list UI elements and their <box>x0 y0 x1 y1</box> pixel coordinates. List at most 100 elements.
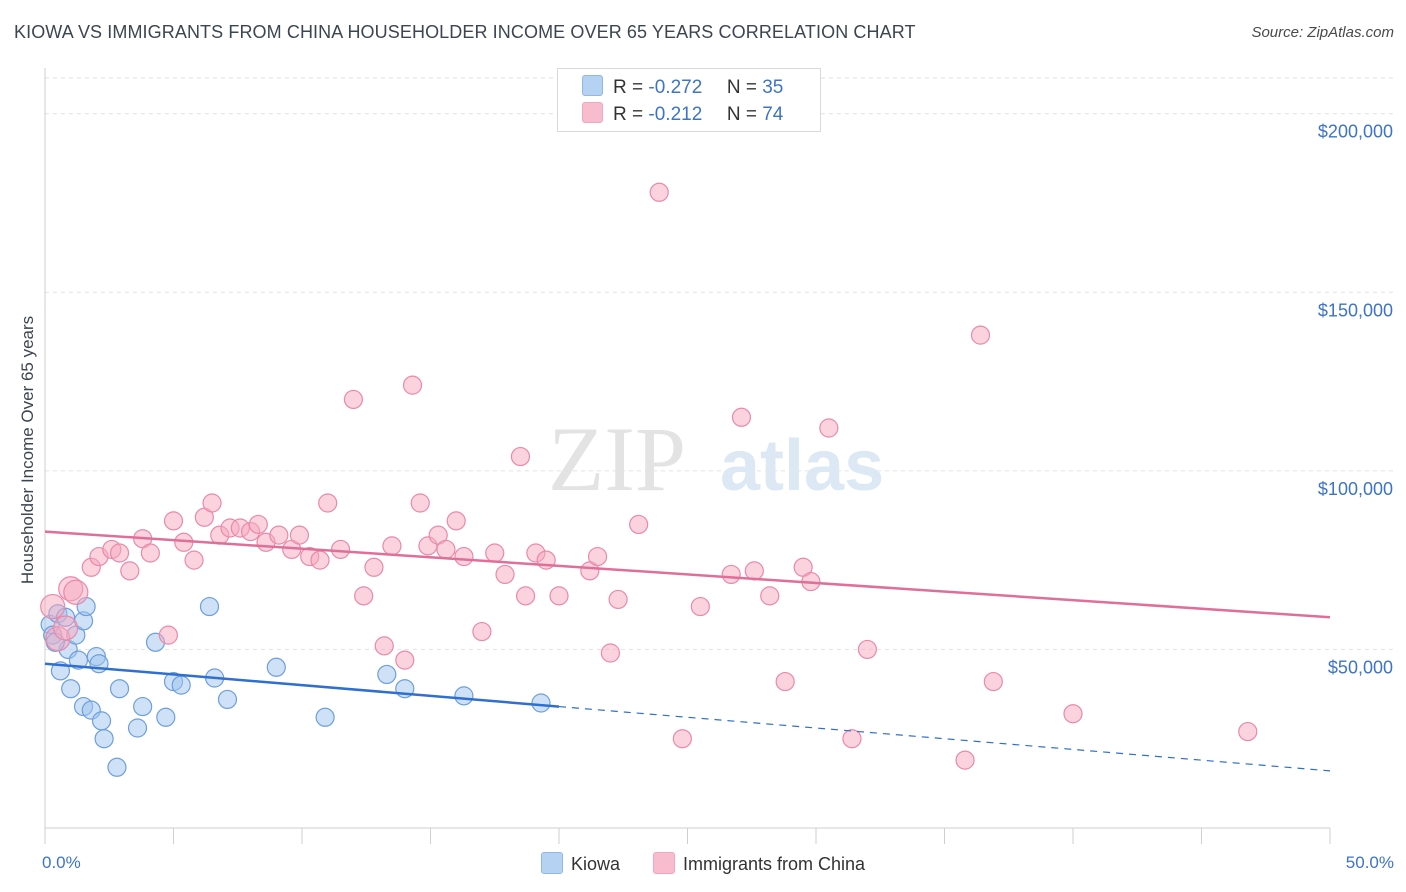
point-1-72 <box>983 671 1003 692</box>
n-value: 74 <box>762 104 784 125</box>
trendline-1 <box>44 530 1331 619</box>
legend-swatch <box>652 852 675 874</box>
point-1-48 <box>515 586 536 606</box>
watermark-zip: ZIP <box>548 408 686 510</box>
legend-item-china[interactable]: Immigrants from China <box>652 852 866 875</box>
point-1-38 <box>410 493 430 513</box>
point-1-73 <box>1063 704 1083 724</box>
y-tick-label: $100,000 <box>1318 479 1393 499</box>
point-1-33 <box>364 557 384 577</box>
r-label: R = <box>613 77 644 98</box>
chart-title: KIOWA VS IMMIGRANTS FROM CHINA HOUSEHOLD… <box>14 22 916 42</box>
point-1-8 <box>109 543 130 563</box>
point-1-24 <box>269 525 289 545</box>
source-label: Source: ZipAtlas.com <box>1251 24 1394 41</box>
point-1-53 <box>587 546 608 567</box>
point-0-22 <box>156 707 176 727</box>
watermark: ZIP atlas <box>548 408 884 510</box>
stats-legend-row-china: R = -0.212 N = 74 <box>582 102 783 126</box>
point-1-36 <box>395 650 415 670</box>
point-1-42 <box>446 511 466 531</box>
legend-item-kiowa[interactable]: Kiowa <box>540 852 620 875</box>
point-0-24 <box>171 675 191 695</box>
point-1-70 <box>955 750 975 770</box>
point-1-31 <box>343 389 363 410</box>
point-1-62 <box>744 561 764 581</box>
point-1-35 <box>382 536 402 556</box>
series-0 <box>40 596 551 777</box>
x-tick-max: 50.0% <box>1345 853 1394 872</box>
point-1-26 <box>289 525 310 545</box>
point-0-6 <box>61 679 81 699</box>
n-value: 35 <box>762 77 784 98</box>
point-1-54 <box>600 643 621 663</box>
y-tick-label: $150,000 <box>1318 300 1393 320</box>
point-0-30 <box>377 664 397 685</box>
point-1-13 <box>163 511 184 531</box>
point-1-44 <box>472 621 492 642</box>
point-0-8 <box>68 650 89 670</box>
point-0-27 <box>217 689 238 710</box>
point-1-46 <box>495 564 515 585</box>
legend-label: Kiowa <box>570 854 620 874</box>
point-1-43 <box>454 546 474 567</box>
point-0-20 <box>133 696 153 717</box>
legend-swatch <box>540 852 563 874</box>
point-1-22 <box>248 514 268 535</box>
point-1-17 <box>202 493 222 513</box>
point-0-25 <box>199 596 220 617</box>
point-1-60 <box>721 564 741 585</box>
point-1-55 <box>608 589 628 610</box>
point-1-57 <box>649 182 669 202</box>
y-axis-label: Householder Income Over 65 years <box>18 315 37 585</box>
point-1-63 <box>760 586 780 606</box>
y-tick-label: $200,000 <box>1318 122 1393 142</box>
point-0-15 <box>91 711 112 731</box>
point-0-32 <box>454 686 474 706</box>
x-tick-min: 0.0% <box>42 853 81 872</box>
point-1-58 <box>672 729 692 749</box>
point-0-33 <box>531 693 551 713</box>
watermark-atlas: atlas <box>720 426 884 506</box>
stats-legend-row-kiowa: R = -0.272 N = 35 <box>582 75 783 99</box>
point-1-69 <box>857 639 878 660</box>
point-0-17 <box>107 757 127 777</box>
point-1-15 <box>184 550 204 570</box>
legend-swatch-kiowa <box>582 75 603 96</box>
point-1-4 <box>63 579 89 605</box>
point-1-74 <box>1238 721 1258 742</box>
point-1-59 <box>690 596 710 617</box>
point-1-41 <box>436 539 456 560</box>
legend-swatch-china <box>582 102 603 123</box>
point-0-14 <box>89 654 109 674</box>
point-1-71 <box>970 325 991 345</box>
n-label: N = <box>726 104 757 125</box>
trendline-0 <box>44 662 560 708</box>
legend-label: Immigrants from China <box>682 854 866 874</box>
point-0-18 <box>109 679 130 699</box>
r-value: -0.272 <box>648 77 703 98</box>
y-tick-label: $50,000 <box>1328 657 1393 677</box>
point-1-34 <box>374 636 394 656</box>
point-0-19 <box>127 718 148 738</box>
point-1-28 <box>310 550 330 570</box>
point-1-51 <box>549 586 569 606</box>
stats-legend: R = -0.272 N = 35 R = -0.212 N = 74 <box>557 68 821 132</box>
point-1-68 <box>842 729 862 749</box>
point-1-61 <box>731 407 752 427</box>
point-1-12 <box>158 625 178 645</box>
point-1-47 <box>510 446 531 467</box>
y-axis-label-wrap: Householder Income Over 65 years <box>8 150 48 750</box>
point-0-28 <box>266 657 286 677</box>
point-0-16 <box>94 729 114 749</box>
r-label: R = <box>613 104 644 125</box>
series-legend: Kiowa Immigrants from China <box>0 852 1406 875</box>
point-0-29 <box>315 707 335 727</box>
point-1-67 <box>819 418 839 438</box>
point-1-9 <box>120 561 140 581</box>
point-1-11 <box>140 543 160 563</box>
r-value: -0.212 <box>648 104 703 125</box>
point-1-2 <box>52 615 79 641</box>
point-1-56 <box>629 514 649 535</box>
